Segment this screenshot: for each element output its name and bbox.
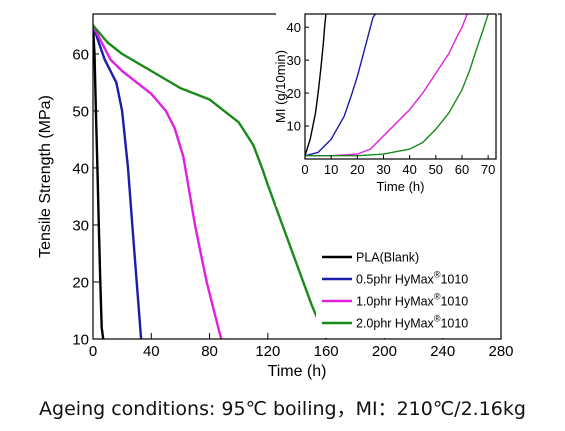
inset-x-tick-label-7: 70 <box>481 162 495 177</box>
main-y-tick-label-3: 40 <box>72 160 89 177</box>
main-x-tick-label-4: 160 <box>314 343 339 360</box>
inset-x-tick-label-5: 50 <box>429 162 443 177</box>
main-x-tick-label-1: 40 <box>143 343 160 360</box>
inset-y-tick-label-1: 20 <box>287 86 301 101</box>
main-x-tick-label-3: 120 <box>255 343 280 360</box>
main-series-line-0 <box>93 24 105 339</box>
inset-y-tick-label-3: 40 <box>287 20 301 35</box>
legend-entry-1: 0.5phr HyMax®1010 <box>356 270 468 287</box>
main-x-axis-label: Time (h) <box>268 363 327 380</box>
inset-x-tick-label-0: 0 <box>301 162 308 177</box>
legend-entry-2: 1.0phr HyMax®1010 <box>356 292 468 309</box>
main-y-tick-label-0: 10 <box>72 331 89 348</box>
legend-entry-3: 2.0phr HyMax®1010 <box>356 314 468 331</box>
inset-series-line-2 <box>305 14 468 157</box>
legend: PLA(Blank) 0.5phr HyMax®1010 1.0phr HyMax®… <box>316 240 499 338</box>
inset-x-tick-label-2: 20 <box>350 162 364 177</box>
main-x-tick-label-5: 200 <box>372 343 397 360</box>
inset-x-axis-label: Time (h) <box>377 179 425 194</box>
inset-series-line-1 <box>305 14 377 157</box>
inset-y-tick-label-0: 10 <box>287 119 301 134</box>
inset-series-line-0 <box>305 14 327 157</box>
main-x-tick-label-0: 0 <box>89 343 97 360</box>
inset-x-tick-label-6: 60 <box>455 162 469 177</box>
main-series-line-1 <box>93 24 143 339</box>
main-y-axis-label: Tensile Strength (MPa) <box>37 95 54 258</box>
inset-background <box>276 8 498 206</box>
main-series-line-3 <box>93 24 328 339</box>
main-x-tick-label-2: 80 <box>201 343 218 360</box>
main-x-tick-label-7: 280 <box>488 343 513 360</box>
main-y-tick-label-2: 30 <box>72 217 89 234</box>
inset-y-tick-label-2: 30 <box>287 53 301 68</box>
inset-y-axis-label: MI (g/10min) <box>273 50 288 123</box>
figure-caption: Ageing conditions: 95℃ boiling，MI：210℃/2… <box>39 398 526 420</box>
main-y-tick-label-4: 50 <box>72 103 89 120</box>
main-y-tick-label-5: 60 <box>72 46 89 63</box>
inset-x-tick-label-1: 10 <box>324 162 338 177</box>
inset-plot-frame <box>304 13 497 160</box>
main-series-line-2 <box>93 24 223 339</box>
legend-entry-0: PLA(Blank) <box>356 251 419 265</box>
inset-chart: 0 10 20 30 40 50 60 70 10 20 30 40 Time (h) MI (g/10m… <box>273 8 498 206</box>
main-y-tick-label-1: 20 <box>72 274 89 291</box>
inset-x-tick-label-4: 40 <box>402 162 416 177</box>
inset-x-tick-label-3: 30 <box>376 162 390 177</box>
main-x-tick-label-6: 240 <box>430 343 455 360</box>
